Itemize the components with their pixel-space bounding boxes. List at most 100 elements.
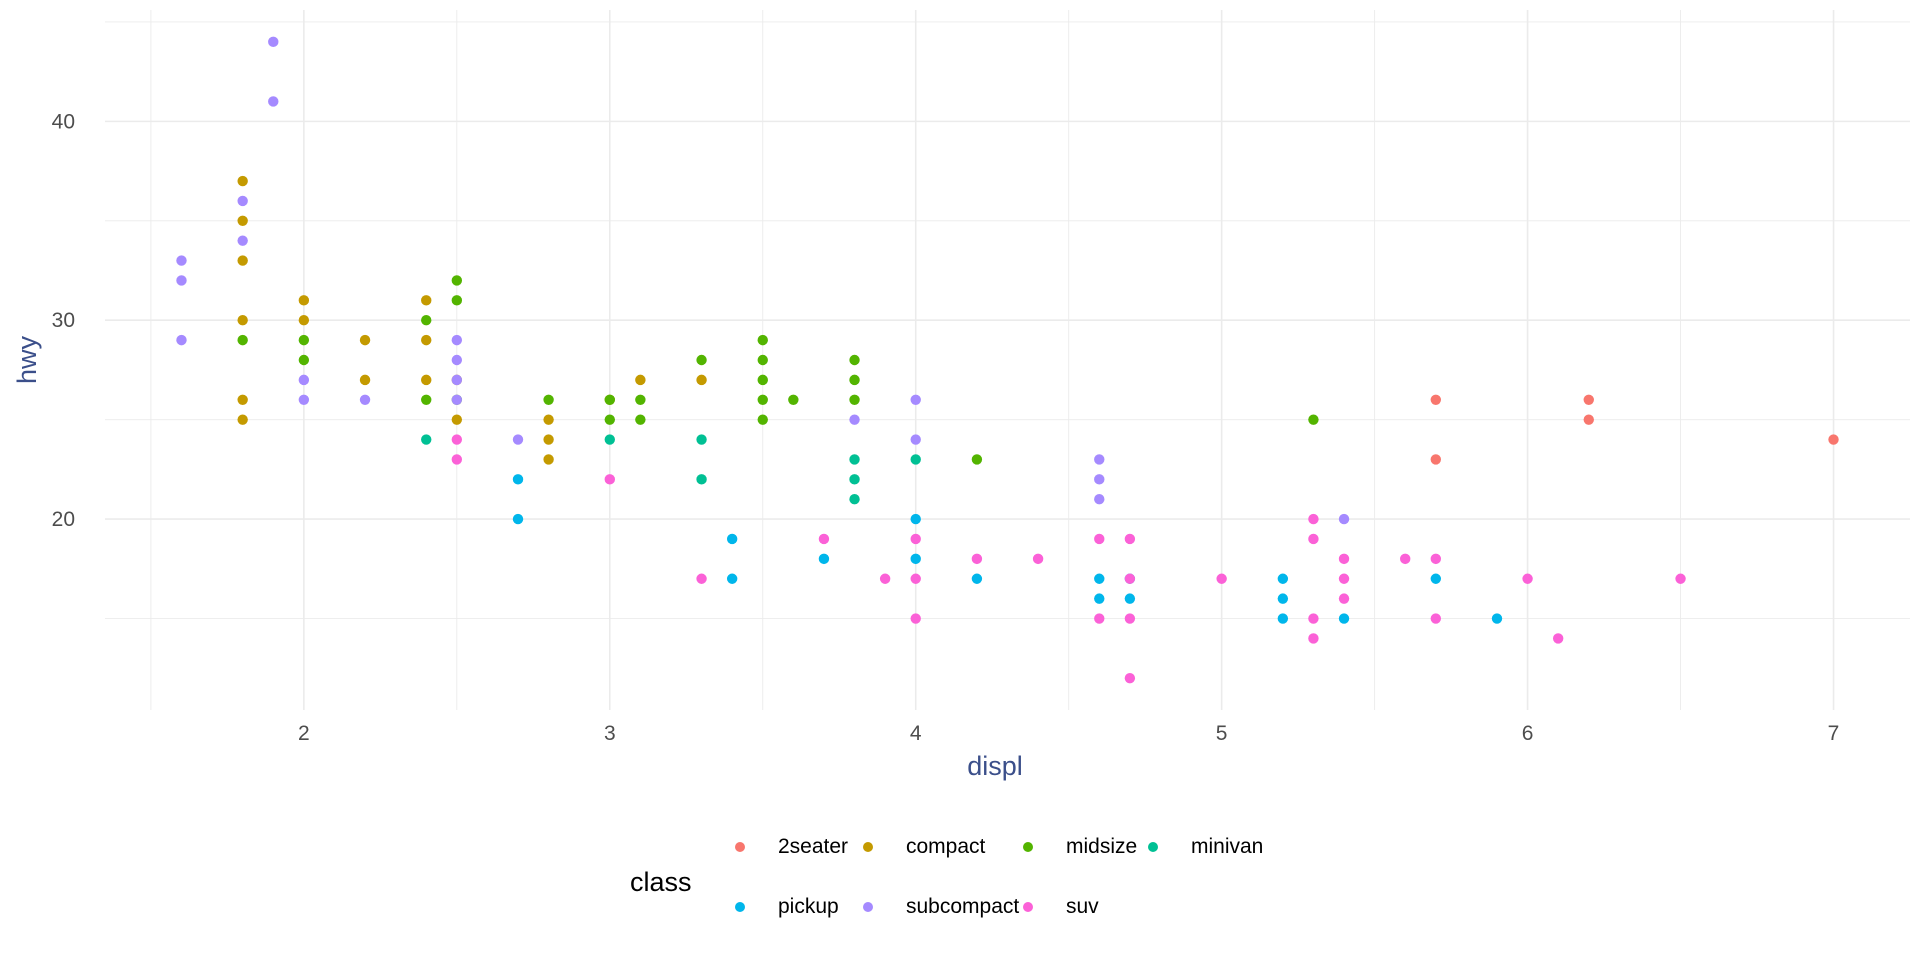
- data-point-subcompact: [451, 374, 463, 386]
- data-point-suv: [910, 613, 921, 624]
- data-point-compact: [237, 315, 248, 326]
- data-point-compact: [237, 175, 248, 187]
- data-point-midsize: [604, 394, 615, 405]
- data-point-subcompact: [268, 36, 279, 48]
- data-point-2seater: [1583, 414, 1594, 425]
- data-point-midsize: [757, 374, 768, 386]
- data-point-pickup: [726, 533, 738, 545]
- legend-item-pickup: pickup: [727, 895, 839, 919]
- data-point-subcompact: [1094, 474, 1105, 485]
- data-point-subcompact: [1338, 513, 1350, 525]
- data-point-pickup: [1430, 573, 1442, 584]
- data-point-subcompact: [512, 434, 524, 445]
- data-point-pickup: [1277, 593, 1289, 604]
- data-point-compact: [359, 374, 371, 386]
- data-point-subcompact: [237, 235, 248, 246]
- data-point-suv: [1552, 633, 1564, 644]
- legend-key: [863, 842, 873, 852]
- data-point-minivan: [849, 454, 860, 465]
- data-point-pickup: [1124, 593, 1136, 604]
- data-point-compact: [543, 434, 554, 445]
- legend: class 2seater compact midsize minivan pickup…: [630, 825, 1390, 945]
- data-point-pickup: [726, 573, 738, 584]
- legend-label: subcompact: [906, 895, 1020, 918]
- data-point-pickup: [1094, 573, 1105, 584]
- data-point-midsize: [298, 354, 310, 366]
- data-point-suv: [1430, 553, 1442, 565]
- y-tick-label: 20: [52, 508, 75, 531]
- data-point-minivan: [604, 434, 615, 445]
- data-point-pickup: [1277, 573, 1289, 584]
- legend-item-compact: compact: [855, 835, 985, 859]
- data-point-midsize: [635, 394, 646, 405]
- legend-key: [1148, 842, 1158, 852]
- data-point-compact: [298, 295, 310, 306]
- data-point-midsize: [849, 354, 860, 366]
- data-point-suv: [910, 573, 921, 584]
- legend-key: [1023, 842, 1033, 852]
- data-point-pickup: [1338, 613, 1350, 624]
- legend-item-minivan: minivan: [1140, 835, 1263, 859]
- data-point-subcompact: [1094, 454, 1105, 465]
- legend-key: [735, 842, 745, 852]
- data-point-subcompact: [451, 334, 463, 346]
- data-point-pickup: [818, 553, 830, 565]
- data-point-compact: [237, 255, 248, 266]
- data-point-suv: [879, 573, 891, 584]
- data-point-pickup: [910, 553, 921, 565]
- legend-label: compact: [906, 835, 986, 858]
- data-point-subcompact: [268, 96, 279, 107]
- data-point-midsize: [971, 454, 983, 465]
- data-point-2seater: [1828, 434, 1839, 445]
- data-point-suv: [1124, 533, 1136, 545]
- x-tick-label: 4: [910, 722, 922, 745]
- data-point-subcompact: [910, 394, 921, 405]
- data-point-subcompact: [1094, 494, 1105, 505]
- data-point-compact: [421, 334, 432, 346]
- data-point-subcompact: [849, 414, 860, 425]
- data-point-compact: [298, 315, 310, 326]
- data-point-minivan: [421, 434, 432, 445]
- legend-item-suv: suv: [1015, 895, 1099, 919]
- legend-label: suv: [1066, 895, 1099, 918]
- data-point-suv: [1338, 593, 1350, 604]
- data-point-subcompact: [176, 334, 187, 346]
- data-point-subcompact: [176, 255, 187, 266]
- data-point-suv: [1216, 573, 1227, 584]
- data-points: [176, 36, 1839, 684]
- data-point-suv: [1094, 533, 1105, 545]
- data-point-compact: [421, 295, 432, 306]
- data-point-suv: [818, 533, 830, 545]
- data-point-pickup: [971, 573, 983, 584]
- data-point-compact: [237, 414, 248, 425]
- data-point-suv: [451, 454, 463, 465]
- legend-key: [735, 902, 745, 912]
- data-point-2seater: [1430, 454, 1442, 465]
- data-point-midsize: [1308, 414, 1319, 425]
- x-tick-label: 7: [1828, 722, 1840, 745]
- data-point-suv: [1124, 672, 1136, 684]
- data-point-midsize: [543, 394, 554, 405]
- data-point-suv: [696, 573, 707, 584]
- data-point-compact: [543, 454, 554, 465]
- data-point-subcompact: [910, 434, 921, 445]
- data-point-suv: [1032, 553, 1044, 565]
- data-point-compact: [237, 394, 248, 405]
- data-point-suv: [1308, 633, 1319, 644]
- x-tick-label: 6: [1522, 722, 1534, 745]
- legend-label: midsize: [1066, 835, 1138, 858]
- data-point-minivan: [696, 474, 707, 485]
- data-point-midsize: [237, 334, 248, 346]
- data-point-pickup: [512, 513, 524, 525]
- data-point-suv: [604, 474, 615, 485]
- data-point-suv: [451, 434, 463, 445]
- data-point-midsize: [757, 414, 768, 425]
- grid-lines: [105, 10, 1910, 710]
- legend-item-subcompact: subcompact: [855, 895, 1019, 919]
- legend-title: class: [630, 867, 692, 897]
- data-point-suv: [1338, 553, 1350, 565]
- data-point-midsize: [451, 295, 463, 306]
- data-point-suv: [971, 553, 983, 565]
- data-point-midsize: [696, 354, 707, 366]
- data-point-midsize: [421, 315, 432, 326]
